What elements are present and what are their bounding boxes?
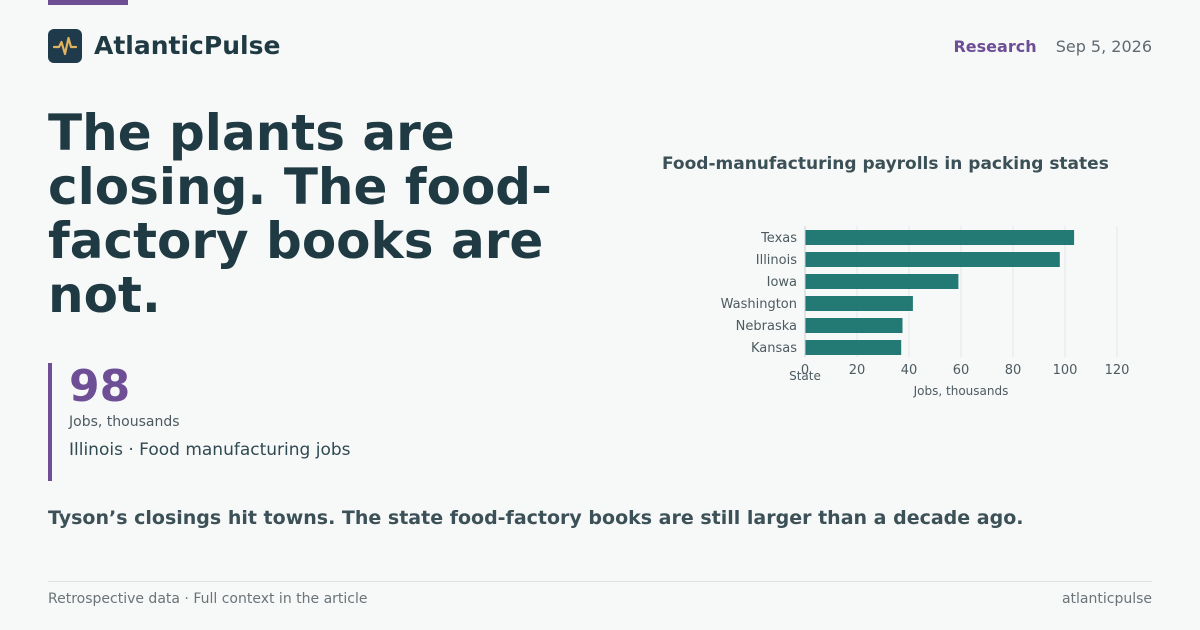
stat-label: Illinois · Food manufacturing jobs <box>69 440 351 460</box>
x-tick-label: 60 <box>953 363 970 378</box>
bar-illinois <box>805 252 1060 267</box>
x-tick-label: 40 <box>901 363 918 378</box>
stat-unit: Jobs, thousands <box>69 414 180 430</box>
x-axis-title: Jobs, thousands <box>913 384 1009 398</box>
header-meta: Research Sep 5, 2026 <box>953 37 1152 56</box>
bar-texas <box>805 230 1075 245</box>
y-tick-label: Washington <box>721 297 797 312</box>
y-axis-title: State <box>789 369 821 383</box>
x-tick-label: 80 <box>1005 363 1022 378</box>
bar-washington <box>805 296 913 311</box>
footer-site[interactable]: atlanticpulse <box>1061 591 1152 607</box>
stat-callout: 98 Jobs, thousands Illinois · Food manuf… <box>48 363 472 481</box>
x-tick-label: 20 <box>849 363 866 378</box>
stat-value: 98 <box>69 361 131 412</box>
top-accent-bar <box>48 0 128 5</box>
y-tick-label: Illinois <box>756 253 797 268</box>
x-tick-label: 0 <box>801 363 809 378</box>
subhead: Tyson’s closings hit towns. The state fo… <box>48 507 1024 529</box>
chart: Food-manufacturing payrolls in packing s… <box>640 150 1160 410</box>
x-tick-label: 100 <box>1053 363 1078 378</box>
x-tick-label: 120 <box>1105 363 1130 378</box>
bar-iowa <box>805 274 959 289</box>
y-tick-label: Iowa <box>767 275 797 290</box>
pulse-waveform-icon <box>52 36 78 56</box>
headline: The plants are closing. The food-factory… <box>48 104 552 324</box>
y-tick-label: Kansas <box>751 341 797 356</box>
logo[interactable] <box>48 29 82 63</box>
header: AtlanticPulse Research Sep 5, 2026 <box>48 29 1152 63</box>
brand-name[interactable]: AtlanticPulse <box>94 31 281 60</box>
publish-date: Sep 5, 2026 <box>1055 37 1152 56</box>
footer-note: Retrospective data · Full context in the… <box>48 591 368 607</box>
bar-kansas <box>805 340 902 355</box>
footer-divider <box>48 581 1152 582</box>
chart-title: Food-manufacturing payrolls in packing s… <box>662 154 1109 174</box>
bar-nebraska <box>805 318 903 333</box>
bar-chart-svg: Texas Illinois Iowa Washington Nebraska Kansa… <box>721 226 1130 398</box>
section-link[interactable]: Research <box>953 37 1037 56</box>
y-tick-label: Texas <box>760 231 797 246</box>
y-tick-label: Nebraska <box>736 319 797 334</box>
